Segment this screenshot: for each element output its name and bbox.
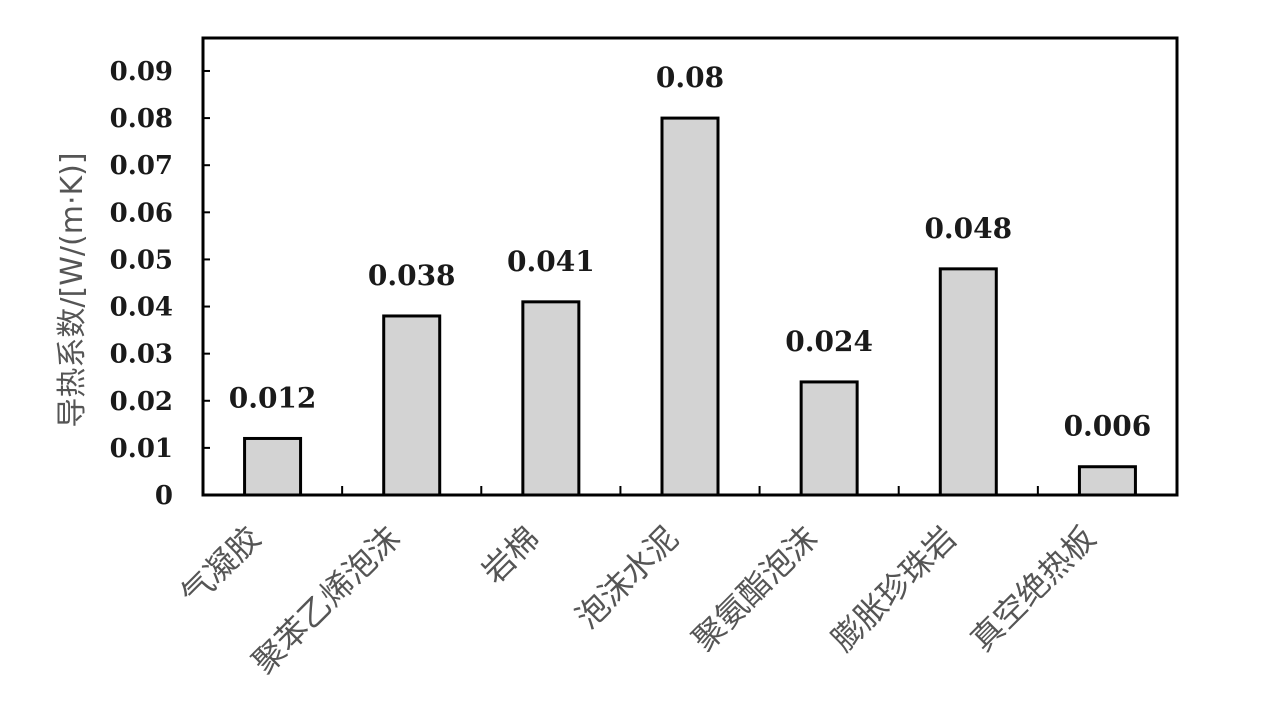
bar — [521, 300, 581, 497]
bar — [1077, 465, 1137, 497]
data-label: 0.038 — [368, 259, 456, 292]
category-label: 气凝胶 — [173, 519, 268, 614]
y-tick-label: 0.07 — [110, 151, 173, 181]
data-label: 0.048 — [924, 212, 1012, 245]
category-label: 聚苯乙烯泡沫 — [245, 519, 408, 682]
bar — [938, 267, 998, 497]
category-label: 真空绝热板 — [963, 519, 1103, 659]
bar — [382, 314, 442, 497]
bar — [660, 116, 720, 497]
data-label: 0.006 — [1064, 410, 1152, 443]
data-label: 0.024 — [785, 325, 873, 358]
y-tick-label: 0.04 — [110, 293, 173, 323]
y-axis: 0 0.01 0.02 0.03 0.04 0.05 0.06 0.07 0.08 0.09 — [110, 57, 210, 511]
x-axis — [341, 486, 1039, 495]
y-tick-label: 0 — [155, 481, 173, 511]
data-label: 0.08 — [656, 61, 724, 94]
y-tick-label: 0.09 — [110, 57, 173, 87]
y-tick-label: 0.02 — [110, 387, 173, 417]
category-label: 泡沫水泥 — [568, 519, 685, 636]
bar — [799, 380, 859, 497]
y-tick-label: 0.03 — [110, 340, 173, 370]
category-label: 膨胀珍珠岩 — [824, 519, 964, 659]
category-label: 聚氨酯泡沫 — [685, 519, 825, 659]
y-axis-title: 导热系数/[W/(m·K)] — [55, 152, 90, 427]
y-tick-label: 0.06 — [110, 198, 173, 228]
bars — [243, 116, 1137, 497]
y-tick-label: 0.05 — [110, 245, 173, 275]
data-label: 0.041 — [507, 245, 595, 278]
bar — [243, 436, 303, 497]
data-labels: 0.012 0.038 0.041 0.08 0.024 0.048 0.006 — [229, 61, 1152, 443]
category-label: 岩棉 — [474, 519, 546, 591]
data-label: 0.012 — [229, 381, 317, 414]
y-tick-label: 0.08 — [110, 104, 173, 134]
y-tick-label: 0.01 — [110, 434, 173, 464]
